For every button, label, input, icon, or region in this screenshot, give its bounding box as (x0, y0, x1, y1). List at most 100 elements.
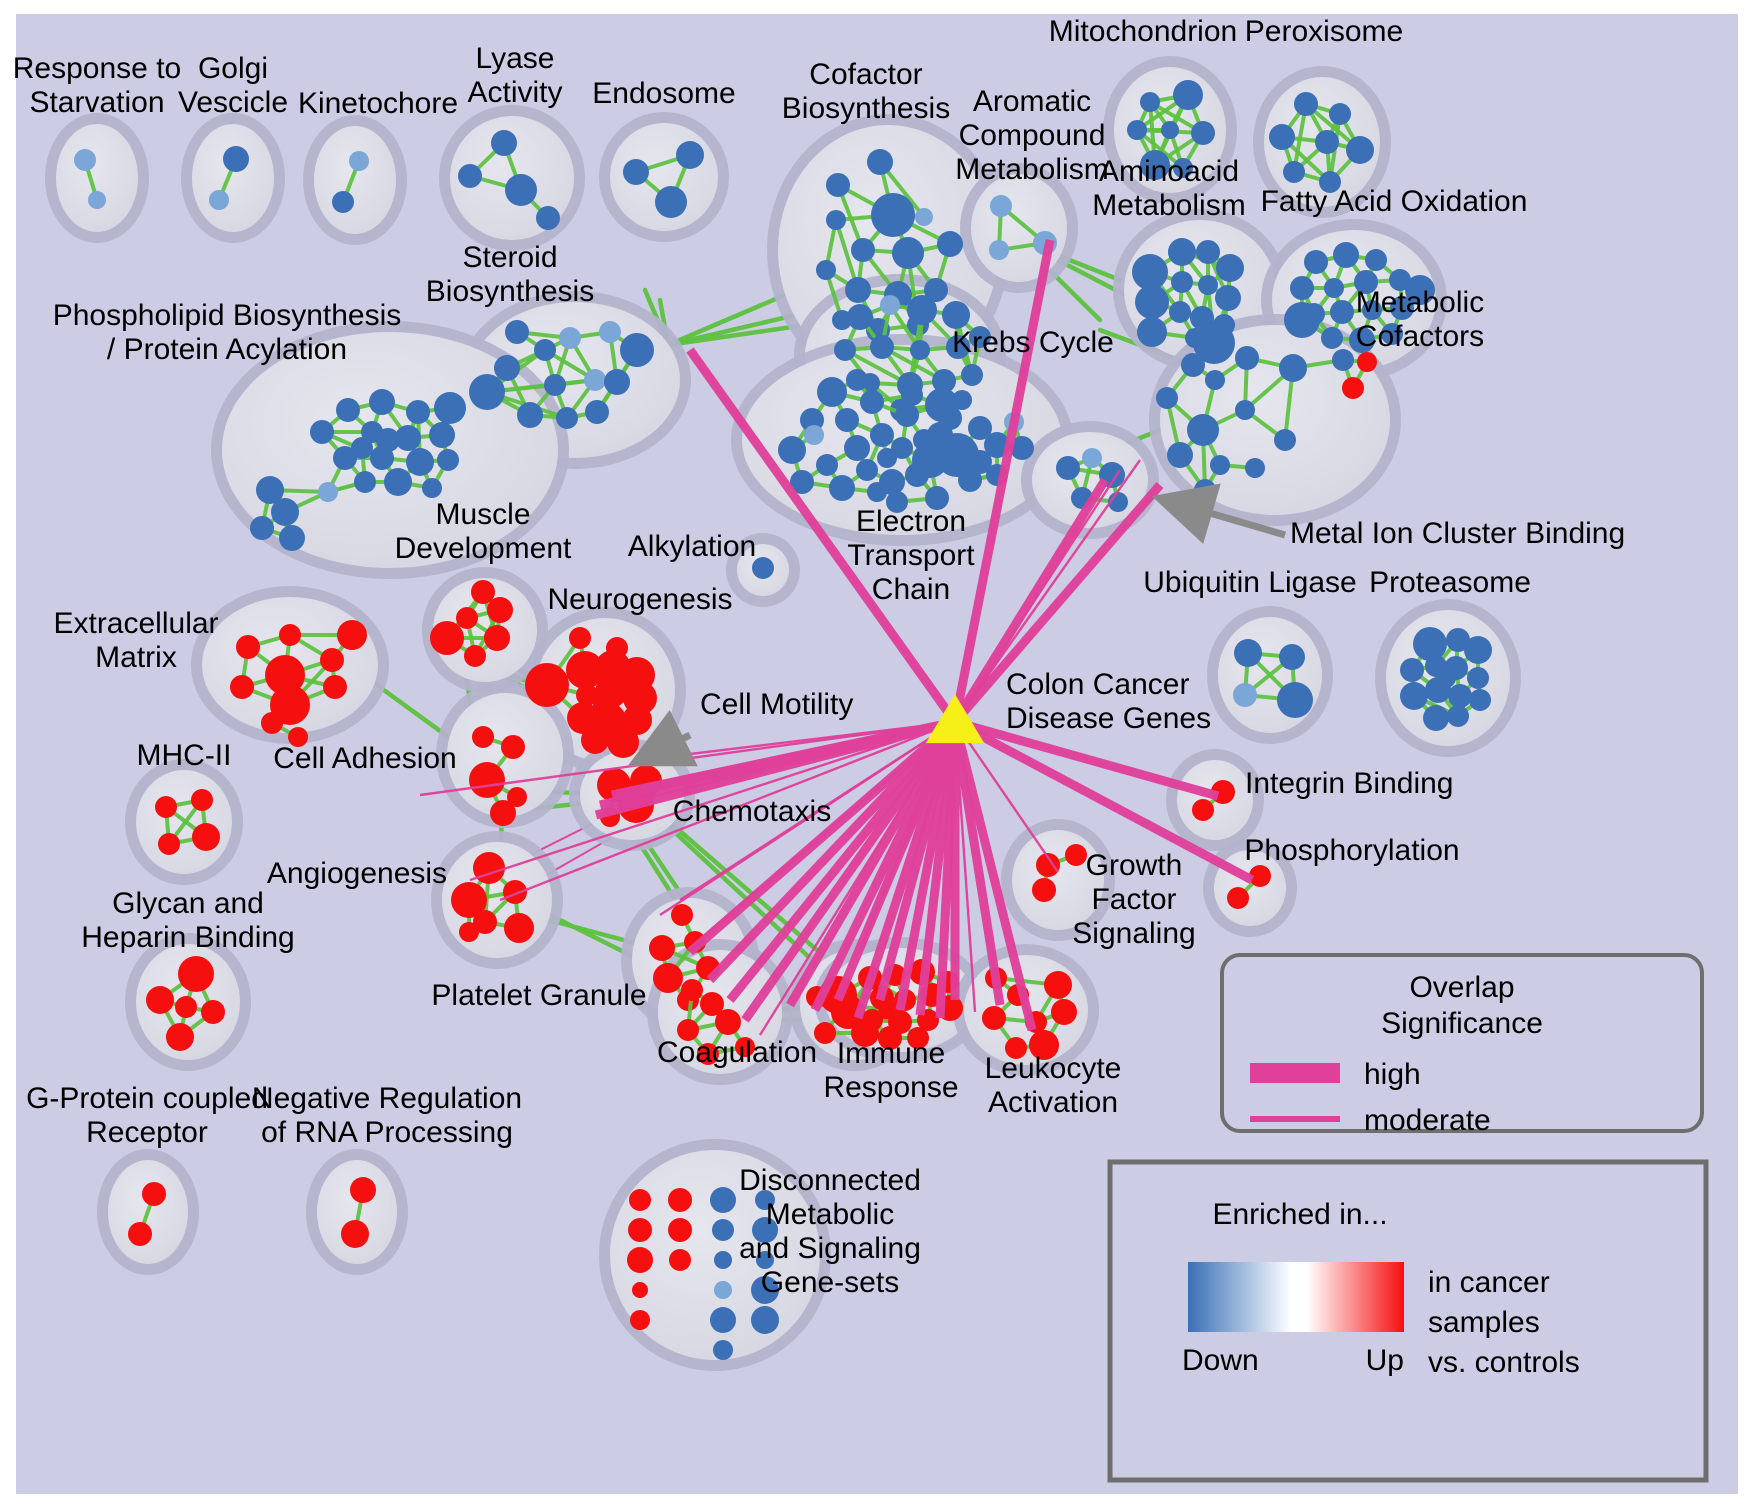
gene-set-node[interactable] (834, 339, 856, 361)
gene-set-node[interactable] (620, 333, 654, 367)
gene-set-node[interactable] (1464, 636, 1492, 664)
gene-set-node[interactable] (429, 422, 455, 448)
gene-set-node[interactable] (871, 193, 915, 237)
gene-set-node[interactable] (851, 238, 875, 262)
gene-set-node[interactable] (576, 684, 598, 706)
gene-set-node[interactable] (1390, 296, 1414, 320)
gene-set-node[interactable] (459, 922, 479, 942)
gene-set-node[interactable] (870, 335, 894, 359)
gene-set-node[interactable] (1330, 300, 1354, 324)
cluster-gpcr[interactable] (128, 1182, 166, 1246)
gene-set-node[interactable] (668, 1188, 692, 1212)
gene-set-node[interactable] (146, 986, 174, 1014)
gene-set-node[interactable] (1161, 121, 1179, 139)
gene-set-node[interactable] (969, 326, 991, 348)
gene-set-node[interactable] (166, 1023, 194, 1051)
gene-set-node[interactable] (1167, 442, 1193, 468)
gene-set-node[interactable] (1227, 887, 1249, 909)
gene-set-node[interactable] (349, 151, 369, 171)
gene-set-node[interactable] (715, 1009, 741, 1035)
gene-set-node[interactable] (924, 278, 948, 302)
gene-set-node[interactable] (517, 402, 543, 428)
gene-set-node[interactable] (484, 625, 510, 651)
gene-set-node[interactable] (755, 1190, 775, 1210)
gene-set-node[interactable] (632, 1282, 648, 1298)
gene-set-node[interactable] (860, 390, 884, 414)
gene-set-node[interactable] (1274, 429, 1296, 451)
gene-set-node[interactable] (880, 295, 900, 315)
gene-set-node[interactable] (369, 389, 395, 415)
gene-set-node[interactable] (1140, 150, 1170, 180)
gene-set-node[interactable] (469, 374, 505, 410)
gene-set-node[interactable] (1365, 249, 1387, 271)
gene-set-node[interactable] (814, 1022, 836, 1044)
gene-set-node[interactable] (946, 335, 970, 359)
gene-set-node[interactable] (178, 956, 214, 992)
gene-set-node[interactable] (1249, 865, 1271, 887)
gene-set-node[interactable] (886, 491, 908, 513)
cluster-aminoacid-metabolism[interactable] (1132, 238, 1244, 364)
gene-set-node[interactable] (155, 796, 177, 818)
cluster-neurogenesis[interactable] (525, 627, 657, 758)
gene-set-node[interactable] (845, 277, 871, 303)
gene-set-node[interactable] (816, 454, 838, 476)
gene-set-node[interactable] (1168, 238, 1196, 266)
gene-set-node[interactable] (752, 557, 774, 579)
cluster-negative-regulation-rna[interactable] (341, 1177, 376, 1248)
cluster-endosome[interactable] (623, 141, 704, 218)
gene-set-node[interactable] (191, 789, 213, 811)
gene-set-node[interactable] (901, 384, 923, 406)
gene-set-node[interactable] (867, 149, 893, 175)
gene-set-node[interactable] (261, 712, 283, 734)
gene-set-node[interactable] (487, 597, 513, 623)
gene-set-node[interactable] (1173, 158, 1193, 178)
gene-set-node[interactable] (584, 369, 606, 391)
gene-set-node[interactable] (567, 702, 599, 734)
gene-set-node[interactable] (1332, 349, 1354, 371)
gene-set-node[interactable] (1181, 353, 1205, 377)
gene-set-node[interactable] (1216, 254, 1244, 282)
gene-set-node[interactable] (804, 425, 824, 445)
gene-set-node[interactable] (1065, 844, 1087, 866)
gene-set-node[interactable] (473, 852, 505, 884)
gene-set-node[interactable] (1140, 92, 1160, 112)
gene-set-node[interactable] (288, 727, 308, 747)
cluster-phosphorylation[interactable] (1227, 865, 1271, 909)
gene-set-node[interactable] (318, 482, 338, 502)
gene-set-node[interactable] (710, 1187, 736, 1213)
gene-set-node[interactable] (861, 1009, 883, 1031)
gene-set-node[interactable] (1294, 92, 1318, 116)
gene-set-node[interactable] (1448, 684, 1472, 708)
gene-set-node[interactable] (337, 620, 367, 650)
gene-set-node[interactable] (627, 1247, 653, 1273)
gene-set-node[interactable] (878, 1026, 902, 1050)
gene-set-node[interactable] (1315, 130, 1339, 154)
gene-set-node[interactable] (494, 355, 520, 381)
gene-set-node[interactable] (1333, 242, 1359, 268)
gene-set-node[interactable] (697, 1043, 719, 1065)
gene-set-node[interactable] (710, 1307, 736, 1333)
gene-set-node[interactable] (751, 1306, 779, 1334)
gene-set-node[interactable] (989, 240, 1009, 260)
gene-set-node[interactable] (623, 159, 649, 185)
gene-set-node[interactable] (968, 450, 992, 474)
gene-set-node[interactable] (891, 437, 913, 459)
gene-set-node[interactable] (175, 996, 197, 1018)
gene-set-node[interactable] (826, 173, 850, 197)
cluster-steroid-biosynthesis[interactable] (469, 320, 654, 429)
gene-set-node[interactable] (350, 1177, 376, 1203)
gene-set-node[interactable] (1400, 682, 1428, 710)
gene-set-node[interactable] (938, 406, 962, 430)
gene-set-node[interactable] (1400, 658, 1424, 682)
gene-set-node[interactable] (607, 726, 639, 758)
gene-set-node[interactable] (1056, 456, 1080, 480)
cluster-alkylation[interactable] (752, 557, 774, 579)
gene-set-node[interactable] (1346, 136, 1374, 164)
cluster-golgi-vescicle[interactable] (209, 146, 249, 210)
gene-set-node[interactable] (856, 459, 878, 481)
gene-set-node[interactable] (1235, 400, 1255, 420)
gene-set-node[interactable] (1467, 667, 1489, 689)
gene-set-node[interactable] (341, 1220, 369, 1248)
gene-set-node[interactable] (1192, 799, 1214, 821)
cluster-response-to-starvation[interactable] (74, 149, 106, 209)
